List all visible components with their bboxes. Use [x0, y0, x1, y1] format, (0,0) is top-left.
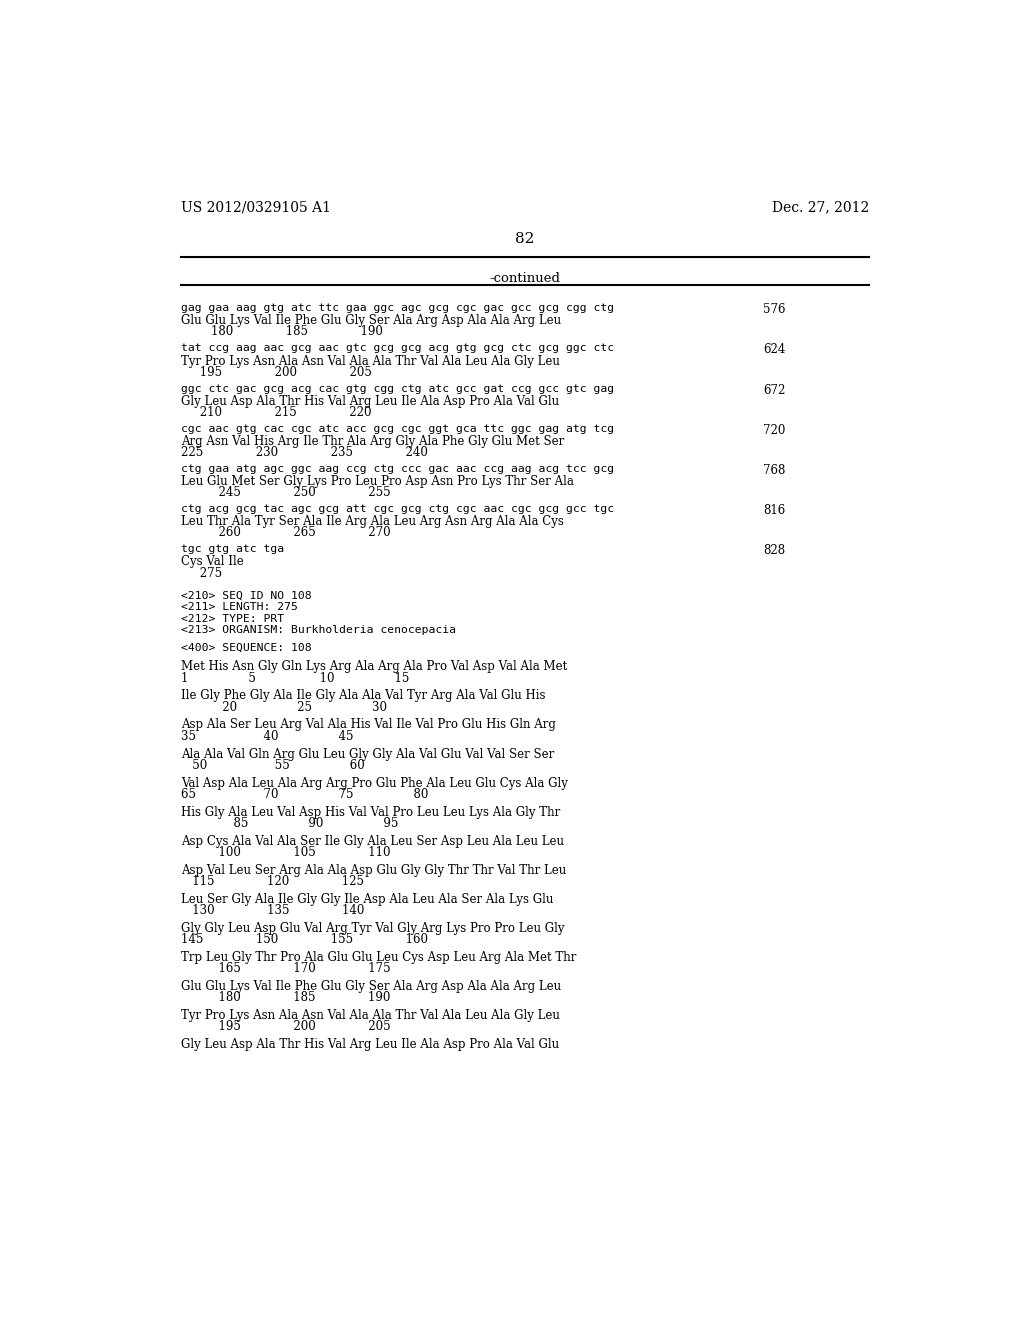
Text: -continued: -continued: [489, 272, 560, 285]
Text: US 2012/0329105 A1: US 2012/0329105 A1: [180, 201, 331, 215]
Text: 50                  55                60: 50 55 60: [180, 759, 365, 772]
Text: 260              265              270: 260 265 270: [180, 527, 390, 540]
Text: 816: 816: [764, 504, 785, 517]
Text: 672: 672: [764, 384, 785, 396]
Text: 35                  40                45: 35 40 45: [180, 730, 353, 743]
Text: 275: 275: [180, 566, 222, 579]
Text: Asp Cys Ala Val Ala Ser Ile Gly Ala Leu Ser Asp Leu Ala Leu Leu: Asp Cys Ala Val Ala Ser Ile Gly Ala Leu …: [180, 834, 563, 847]
Text: <210> SEQ ID NO 108: <210> SEQ ID NO 108: [180, 591, 311, 601]
Text: <211> LENGTH: 275: <211> LENGTH: 275: [180, 602, 298, 612]
Text: 85                90                95: 85 90 95: [180, 817, 398, 830]
Text: Leu Ser Gly Ala Ile Gly Gly Ile Asp Ala Leu Ala Ser Ala Lys Glu: Leu Ser Gly Ala Ile Gly Gly Ile Asp Ala …: [180, 892, 553, 906]
Text: cgc aac gtg cac cgc atc acc gcg cgc ggt gca ttc ggc gag atg tcg: cgc aac gtg cac cgc atc acc gcg cgc ggt …: [180, 424, 613, 434]
Text: Glu Glu Lys Val Ile Phe Glu Gly Ser Ala Arg Asp Ala Ala Arg Leu: Glu Glu Lys Val Ile Phe Glu Gly Ser Ala …: [180, 314, 561, 327]
Text: Glu Glu Lys Val Ile Phe Glu Gly Ser Ala Arg Asp Ala Ala Arg Leu: Glu Glu Lys Val Ile Phe Glu Gly Ser Ala …: [180, 979, 561, 993]
Text: Gly Leu Asp Ala Thr His Val Arg Leu Ile Ala Asp Pro Ala Val Glu: Gly Leu Asp Ala Thr His Val Arg Leu Ile …: [180, 1038, 559, 1051]
Text: 245              250              255: 245 250 255: [180, 486, 390, 499]
Text: 225              230              235              240: 225 230 235 240: [180, 446, 428, 459]
Text: 180              185              190: 180 185 190: [180, 326, 383, 338]
Text: 165              170              175: 165 170 175: [180, 962, 390, 975]
Text: ctg acg gcg tac agc gcg att cgc gcg ctg cgc aac cgc gcg gcc tgc: ctg acg gcg tac agc gcg att cgc gcg ctg …: [180, 504, 613, 513]
Text: Arg Asn Val His Arg Ile Thr Ala Arg Gly Ala Phe Gly Glu Met Ser: Arg Asn Val His Arg Ile Thr Ala Arg Gly …: [180, 434, 564, 447]
Text: 624: 624: [764, 343, 785, 356]
Text: Met His Asn Gly Gln Lys Arg Ala Arg Ala Pro Val Asp Val Ala Met: Met His Asn Gly Gln Lys Arg Ala Arg Ala …: [180, 660, 567, 673]
Text: Leu Thr Ala Tyr Ser Ala Ile Arg Ala Leu Arg Asn Arg Ala Ala Cys: Leu Thr Ala Tyr Ser Ala Ile Arg Ala Leu …: [180, 515, 563, 528]
Text: ggc ctc gac gcg acg cac gtg cgg ctg atc gcc gat ccg gcc gtc gag: ggc ctc gac gcg acg cac gtg cgg ctg atc …: [180, 384, 613, 393]
Text: 576: 576: [764, 304, 786, 317]
Text: Gly Leu Asp Ala Thr His Val Arg Leu Ile Ala Asp Pro Ala Val Glu: Gly Leu Asp Ala Thr His Val Arg Leu Ile …: [180, 395, 559, 408]
Text: Asp Val Leu Ser Arg Ala Ala Asp Glu Gly Gly Thr Thr Val Thr Leu: Asp Val Leu Ser Arg Ala Ala Asp Glu Gly …: [180, 863, 566, 876]
Text: 180              185              190: 180 185 190: [180, 991, 390, 1005]
Text: gag gaa aag gtg atc ttc gaa ggc agc gcg cgc gac gcc gcg cgg ctg: gag gaa aag gtg atc ttc gaa ggc agc gcg …: [180, 304, 613, 313]
Text: <213> ORGANISM: Burkholderia cenocepacia: <213> ORGANISM: Burkholderia cenocepacia: [180, 624, 456, 635]
Text: Asp Ala Ser Leu Arg Val Ala His Val Ile Val Pro Glu His Gln Arg: Asp Ala Ser Leu Arg Val Ala His Val Ile …: [180, 718, 556, 731]
Text: 720: 720: [764, 424, 785, 437]
Text: 130              135              140: 130 135 140: [180, 904, 365, 917]
Text: Cys Val Ile: Cys Val Ile: [180, 556, 244, 569]
Text: 195              200              205: 195 200 205: [180, 1020, 390, 1034]
Text: tat ccg aag aac gcg aac gtc gcg gcg acg gtg gcg ctc gcg ggc ctc: tat ccg aag aac gcg aac gtc gcg gcg acg …: [180, 343, 613, 354]
Text: Leu Glu Met Ser Gly Lys Pro Leu Pro Asp Asn Pro Lys Thr Ser Ala: Leu Glu Met Ser Gly Lys Pro Leu Pro Asp …: [180, 475, 573, 488]
Text: 82: 82: [515, 231, 535, 246]
Text: 100              105              110: 100 105 110: [180, 846, 390, 859]
Text: Val Asp Ala Leu Ala Arg Arg Pro Glu Phe Ala Leu Glu Cys Ala Gly: Val Asp Ala Leu Ala Arg Arg Pro Glu Phe …: [180, 776, 567, 789]
Text: 115              120              125: 115 120 125: [180, 875, 364, 888]
Text: 1                5                 10                15: 1 5 10 15: [180, 672, 409, 685]
Text: 20                25                30: 20 25 30: [180, 701, 387, 714]
Text: Tyr Pro Lys Asn Ala Asn Val Ala Ala Thr Val Ala Leu Ala Gly Leu: Tyr Pro Lys Asn Ala Asn Val Ala Ala Thr …: [180, 355, 559, 367]
Text: ctg gaa atg agc ggc aag ccg ctg ccc gac aac ccg aag acg tcc gcg: ctg gaa atg agc ggc aag ccg ctg ccc gac …: [180, 463, 613, 474]
Text: Dec. 27, 2012: Dec. 27, 2012: [772, 201, 869, 215]
Text: tgc gtg atc tga: tgc gtg atc tga: [180, 544, 284, 554]
Text: Ala Ala Val Gln Arg Glu Leu Gly Gly Ala Val Glu Val Val Ser Ser: Ala Ala Val Gln Arg Glu Leu Gly Gly Ala …: [180, 747, 554, 760]
Text: Tyr Pro Lys Asn Ala Asn Val Ala Ala Thr Val Ala Leu Ala Gly Leu: Tyr Pro Lys Asn Ala Asn Val Ala Ala Thr …: [180, 1008, 559, 1022]
Text: Trp Leu Gly Thr Pro Ala Glu Glu Leu Cys Asp Leu Arg Ala Met Thr: Trp Leu Gly Thr Pro Ala Glu Glu Leu Cys …: [180, 950, 577, 964]
Text: 828: 828: [764, 544, 785, 557]
Text: 145              150              155              160: 145 150 155 160: [180, 933, 428, 946]
Text: His Gly Ala Leu Val Asp His Val Val Pro Leu Leu Lys Ala Gly Thr: His Gly Ala Leu Val Asp His Val Val Pro …: [180, 805, 560, 818]
Text: 65                  70                75                80: 65 70 75 80: [180, 788, 428, 801]
Text: Ile Gly Phe Gly Ala Ile Gly Ala Ala Val Tyr Arg Ala Val Glu His: Ile Gly Phe Gly Ala Ile Gly Ala Ala Val …: [180, 689, 545, 702]
Text: 768: 768: [764, 463, 785, 477]
Text: 210              215              220: 210 215 220: [180, 405, 371, 418]
Text: Gly Gly Leu Asp Glu Val Arg Tyr Val Gly Arg Lys Pro Pro Leu Gly: Gly Gly Leu Asp Glu Val Arg Tyr Val Gly …: [180, 921, 564, 935]
Text: <400> SEQUENCE: 108: <400> SEQUENCE: 108: [180, 643, 311, 652]
Text: 195              200              205: 195 200 205: [180, 366, 372, 379]
Text: <212> TYPE: PRT: <212> TYPE: PRT: [180, 614, 284, 623]
